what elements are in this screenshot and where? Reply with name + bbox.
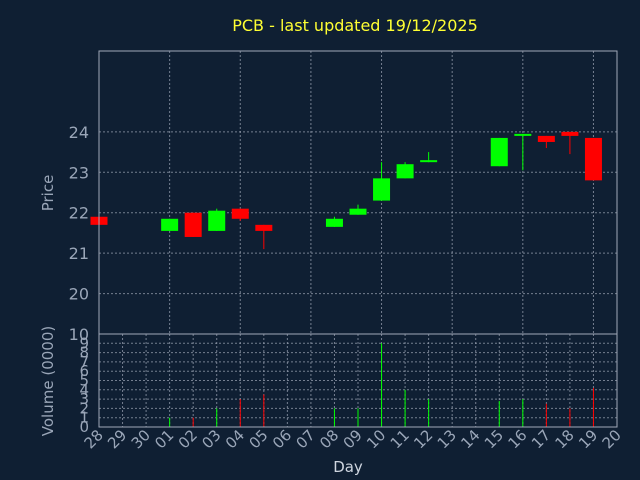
volume-tick-label: 2: [79, 399, 89, 417]
price-tick-label: 22: [69, 204, 89, 223]
price-tick-label: 20: [69, 285, 89, 304]
volume-tick-label: 8: [79, 344, 89, 362]
candle-body: [231, 208, 249, 219]
candle-body: [584, 137, 602, 181]
volume-panel-frame: [98, 333, 618, 428]
volume-tick-label: 1: [79, 409, 89, 427]
volume-tick-label: 4: [79, 381, 89, 399]
volume-tick-label: 3: [79, 390, 89, 408]
candle-body: [184, 212, 202, 237]
y-axis-label: Price: [39, 175, 57, 212]
price-tick-label: 21: [69, 244, 89, 263]
candle-body: [325, 218, 343, 227]
price-tick-label: 10: [69, 325, 89, 344]
price-ticks: 10 20 21 22 23 24: [69, 123, 89, 344]
volume-tick-label: 5: [79, 372, 89, 390]
candle-body: [349, 208, 367, 215]
volume-tick-label: 0: [79, 418, 89, 436]
volume-bars: [169, 343, 594, 427]
volume-tick-label: 9: [79, 334, 89, 352]
volume-tick-label: 6: [79, 362, 89, 380]
candle-body: [208, 210, 226, 231]
candle-body: [490, 137, 508, 167]
x-ticks: 2829300102030405060708091011121314151617…: [81, 426, 625, 452]
x-axis-label: Day: [333, 458, 363, 476]
candle-body: [561, 131, 579, 136]
candle-body: [161, 218, 179, 231]
candle-body: [537, 135, 555, 142]
plot-frames: [98, 50, 618, 428]
price-tick-label: 23: [69, 163, 89, 182]
volume-tick-label: 7: [79, 353, 89, 371]
candle-body: [514, 133, 532, 136]
candle-body: [420, 160, 438, 163]
price-tick-label: 24: [69, 123, 89, 142]
candle-body: [255, 224, 273, 231]
chart-title: PCB - last updated 19/12/2025: [232, 16, 478, 35]
candle-body: [373, 178, 391, 201]
candle-body: [396, 164, 414, 179]
volume-axis-label: Volume (0000): [39, 326, 57, 436]
